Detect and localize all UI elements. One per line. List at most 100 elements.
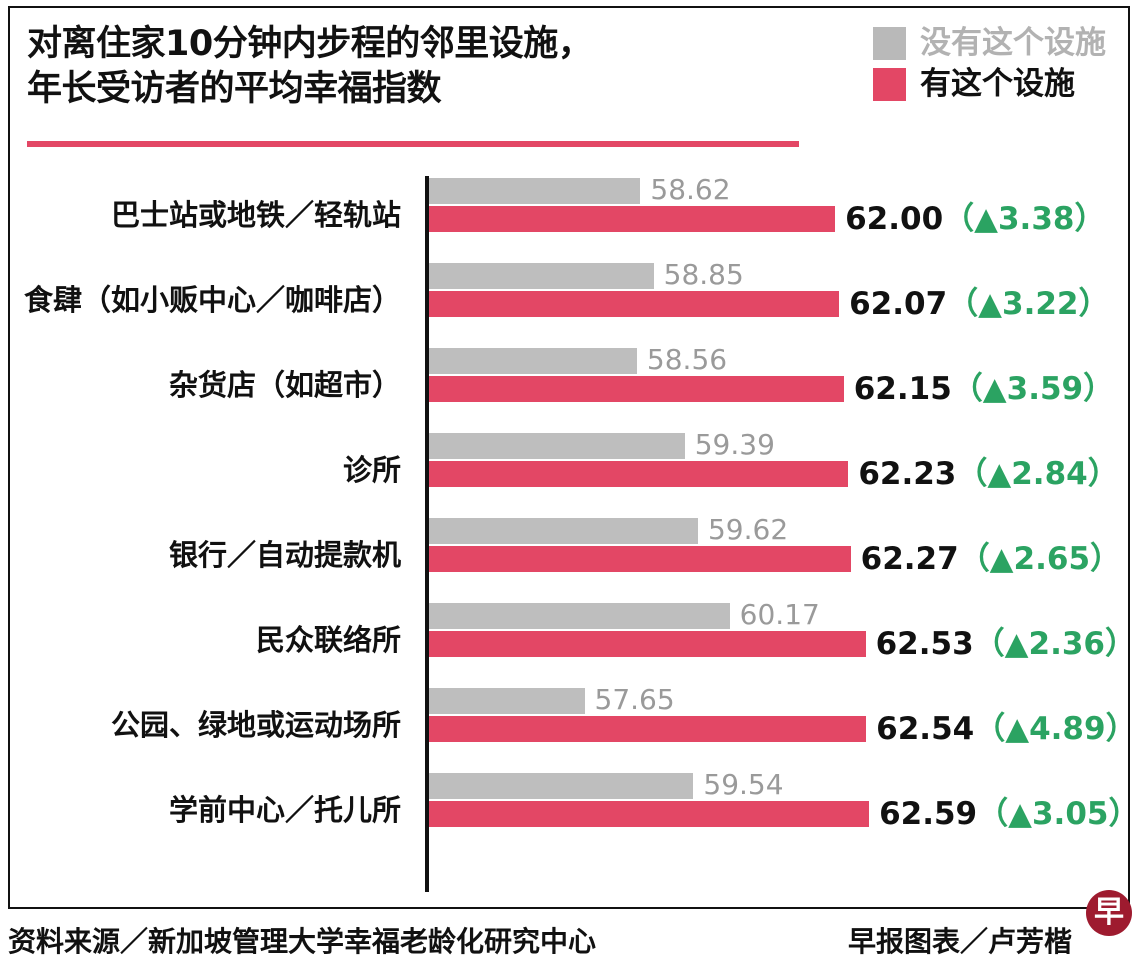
row-bars: 59.39 62.23（▲2.84） xyxy=(429,431,1128,509)
with-facility-number: 62.53 xyxy=(875,626,974,662)
bar-with-facility xyxy=(429,461,849,487)
delta-close-paren: ） xyxy=(1108,796,1140,832)
footer-credit: 早报图表／卢芳楷 xyxy=(847,925,1072,955)
with-facility-number: 62.07 xyxy=(849,286,948,322)
delta-value: 3.22 xyxy=(1002,286,1079,322)
bar-value-with-facility: 62.59（▲3.05） xyxy=(879,799,1139,830)
delta-up-triangle-icon: （▲ xyxy=(974,711,1030,747)
bar-row: 巴士站或地铁／轻轨站 58.62 62.00（▲3.38） xyxy=(10,176,1128,254)
bar-row: 民众联络所 60.17 62.53（▲2.36） xyxy=(10,598,1136,679)
legend-swatch-without-icon xyxy=(873,26,906,60)
bar-value-without-facility: 59.39 xyxy=(694,428,775,461)
delta-badge: （▲3.38） xyxy=(943,201,1105,237)
legend-label-without: 没有这个设施 xyxy=(920,25,1106,61)
with-facility-number: 62.59 xyxy=(879,796,978,832)
delta-close-paren: ） xyxy=(1105,626,1136,662)
delta-badge: （▲3.05） xyxy=(977,796,1139,832)
bar-without-facility xyxy=(429,178,641,204)
row-label: 杂货店（如超市） xyxy=(168,368,401,402)
bar-without-facility xyxy=(429,603,730,629)
delta-badge: （▲3.22） xyxy=(947,286,1109,322)
delta-close-paren: ） xyxy=(1083,371,1115,407)
bar-with-facility xyxy=(429,206,836,232)
bar-value-without-facility: 57.65 xyxy=(594,683,675,716)
bar-without-facility xyxy=(429,688,585,714)
row-bars: 59.54 62.59（▲3.05） xyxy=(429,768,1139,849)
bar-value-without-facility: 59.62 xyxy=(707,513,789,546)
bar-row: 诊所 59.39 62.23（▲2.84） xyxy=(10,431,1128,509)
zaobao-logo-icon: 早 xyxy=(1086,890,1132,936)
value-axis-line xyxy=(425,176,429,892)
bar-row: 银行／自动提款机 59.62 62.27（▲2.65） xyxy=(10,516,1128,594)
bar-without-facility xyxy=(429,263,654,289)
title-underline xyxy=(27,141,799,147)
delta-value: 3.59 xyxy=(1006,371,1084,407)
row-label: 银行／自动提款机 xyxy=(168,538,401,572)
with-facility-number: 62.23 xyxy=(858,456,957,492)
chart-panel: 对离住家10分钟内步程的邻里设施， 年长受访者的平均幸福指数 没有这个设施 有这… xyxy=(8,6,1139,909)
bar-without-facility xyxy=(429,348,637,374)
bar-value-with-facility: 62.53（▲2.36） xyxy=(876,629,1136,660)
bar-with-facility xyxy=(429,801,870,827)
row-bars: 59.62 62.27（▲2.65） xyxy=(429,516,1128,594)
with-facility-number: 62.00 xyxy=(845,201,944,237)
delta-up-triangle-icon: （▲ xyxy=(958,541,1014,577)
delta-up-triangle-icon: （▲ xyxy=(943,201,998,237)
delta-badge: （▲4.89） xyxy=(974,711,1136,747)
chart-legend: 没有这个设施 有这个设施 xyxy=(873,26,1106,101)
legend-item-without: 没有这个设施 xyxy=(873,26,1106,60)
delta-up-triangle-icon: （▲ xyxy=(947,286,1003,322)
row-bars: 58.56 62.15（▲3.59） xyxy=(429,346,1128,424)
bar-value-without-facility: 58.56 xyxy=(646,343,728,376)
bar-with-facility xyxy=(429,631,866,657)
row-bars: 60.17 62.53（▲2.36） xyxy=(429,598,1136,679)
delta-badge: （▲2.84） xyxy=(956,456,1118,492)
bar-value-with-facility: 62.27（▲2.65） xyxy=(861,544,1121,575)
delta-close-paren: ） xyxy=(1105,711,1137,747)
bar-without-facility xyxy=(429,773,694,799)
bar-row: 杂货店（如超市） 58.56 62.15（▲3.59） xyxy=(10,346,1128,424)
row-label: 民众联络所 xyxy=(255,623,401,657)
delta-value: 3.38 xyxy=(997,201,1075,237)
row-label: 学前中心／托儿所 xyxy=(168,793,401,827)
bar-value-without-facility: 60.17 xyxy=(739,598,820,631)
bar-value-without-facility: 59.54 xyxy=(703,768,784,801)
bar-with-facility xyxy=(429,376,844,402)
bar-with-facility xyxy=(429,716,867,742)
row-label: 食肆（如小贩中心／咖啡店） xyxy=(23,283,401,317)
bar-row: 公园、绿地或运动场所 57.65 62.54（▲4.89） xyxy=(10,683,1137,764)
with-facility-number: 62.54 xyxy=(876,711,975,747)
legend-label-with: 有这个设施 xyxy=(920,66,1075,102)
bar-value-without-facility: 58.62 xyxy=(650,173,731,206)
row-label: 巴士站或地铁／轻轨站 xyxy=(110,198,401,232)
chart-plot: 巴士站或地铁／轻轨站 58.62 62.00（▲3.38） 食肆（如小贩中心／咖啡店）… xyxy=(10,168,1139,903)
legend-swatch-with-icon xyxy=(873,67,906,101)
bar-value-with-facility: 62.54（▲4.89） xyxy=(876,714,1136,745)
chart-title: 对离住家10分钟内步程的邻里设施， 年长受访者的平均幸福指数 xyxy=(27,24,593,109)
row-bars: 58.62 62.00（▲3.38） xyxy=(429,176,1128,254)
bar-with-facility xyxy=(429,546,851,572)
chart-footer: 资料来源／新加坡管理大学幸福老龄化研究中心 早报图表／卢芳楷 早 xyxy=(0,890,1140,955)
delta-up-triangle-icon: （▲ xyxy=(951,371,1007,407)
row-label: 诊所 xyxy=(342,453,401,487)
row-bars: 58.85 62.07（▲3.22） xyxy=(429,261,1128,339)
bar-without-facility xyxy=(429,433,685,459)
delta-badge: （▲2.65） xyxy=(959,541,1121,577)
bar-value-with-facility: 62.23（▲2.84） xyxy=(858,459,1118,490)
delta-up-triangle-icon: （▲ xyxy=(977,796,1032,832)
bar-row: 食肆（如小贩中心／咖啡店） 58.85 62.07（▲3.22） xyxy=(10,261,1128,339)
bar-without-facility xyxy=(429,518,698,544)
footer-source: 资料来源／新加坡管理大学幸福老龄化研究中心 xyxy=(8,925,597,955)
legend-item-with: 有这个设施 xyxy=(873,67,1075,101)
delta-close-paren: ） xyxy=(1087,456,1119,492)
chart-header: 对离住家10分钟内步程的邻里设施， 年长受访者的平均幸福指数 没有这个设施 有这… xyxy=(10,8,1128,150)
bar-value-with-facility: 62.00（▲3.38） xyxy=(845,204,1105,235)
bar-row: 学前中心／托儿所 59.54 62.59（▲3.05） xyxy=(10,768,1139,849)
bar-value-without-facility: 58.85 xyxy=(663,258,744,291)
delta-up-triangle-icon: （▲ xyxy=(973,626,1029,662)
bar-with-facility xyxy=(429,291,840,317)
delta-badge: （▲2.36） xyxy=(974,626,1136,662)
row-label: 公园、绿地或运动场所 xyxy=(110,708,401,742)
delta-up-triangle-icon: （▲ xyxy=(956,456,1012,492)
